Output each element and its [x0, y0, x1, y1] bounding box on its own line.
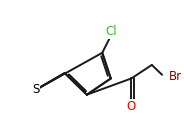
Text: S: S	[32, 83, 39, 96]
Text: Cl: Cl	[105, 25, 117, 38]
Text: O: O	[127, 100, 136, 113]
Text: Br: Br	[169, 70, 182, 83]
